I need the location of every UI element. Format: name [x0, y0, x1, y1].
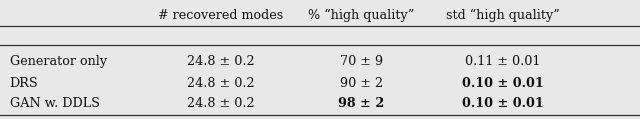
Text: std “high quality”: std “high quality” — [445, 9, 559, 22]
Text: 24.8 ± 0.2: 24.8 ± 0.2 — [187, 97, 255, 110]
Text: 90 ± 2: 90 ± 2 — [340, 77, 383, 90]
Text: Generator only: Generator only — [10, 55, 107, 68]
Text: 24.8 ± 0.2: 24.8 ± 0.2 — [187, 77, 255, 90]
Text: 0.11 ± 0.01: 0.11 ± 0.01 — [465, 55, 540, 68]
Text: 24.8 ± 0.2: 24.8 ± 0.2 — [187, 55, 255, 68]
Text: 70 ± 9: 70 ± 9 — [340, 55, 383, 68]
Text: GAN w. DDLS: GAN w. DDLS — [10, 97, 99, 110]
Text: 0.10 ± 0.01: 0.10 ± 0.01 — [461, 77, 543, 90]
Text: 0.10 ± 0.01: 0.10 ± 0.01 — [461, 97, 543, 110]
Text: % “high quality”: % “high quality” — [308, 9, 415, 22]
Text: DRS: DRS — [10, 77, 38, 90]
Text: # recovered modes: # recovered modes — [158, 9, 284, 22]
Text: 98 ± 2: 98 ± 2 — [339, 97, 385, 110]
